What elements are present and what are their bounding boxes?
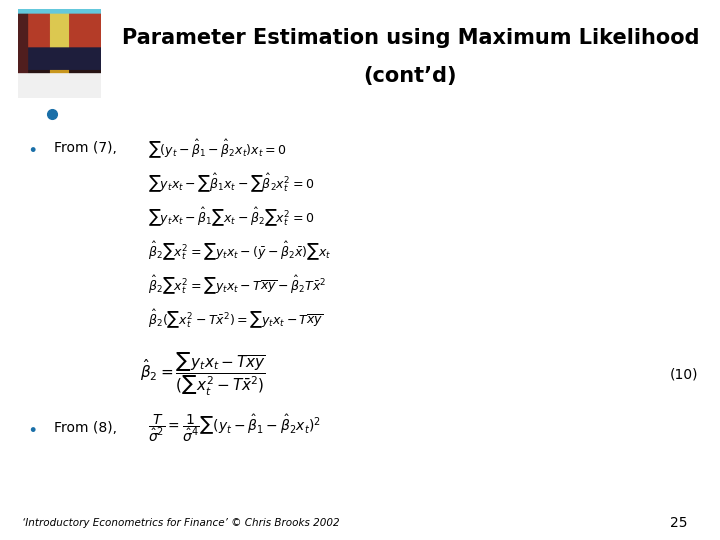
Text: $\sum y_t x_t - \hat{\beta}_1 \sum x_t - \hat{\beta}_2 \sum x_t^2 = 0$: $\sum y_t x_t - \hat{\beta}_1 \sum x_t -… (148, 205, 314, 228)
Text: $\hat{\beta}_2 \sum x_t^2 = \sum y_t x_t - T\overline{xy} - \hat{\beta}_2 T\bar{: $\hat{\beta}_2 \sum x_t^2 = \sum y_t x_t… (148, 273, 326, 296)
Text: $\dfrac{T}{\hat{\sigma}^2} = \dfrac{1}{\hat{\sigma}^4}\sum(y_t - \hat{\beta}_1 -: $\dfrac{T}{\hat{\sigma}^2} = \dfrac{1}{\… (148, 413, 320, 444)
Text: $\hat{\beta}_2 = \dfrac{\sum y_t x_t - T\overline{xy}}{(\sum x_t^2 - T\bar{x}^2): $\hat{\beta}_2 = \dfrac{\sum y_t x_t - T… (140, 350, 266, 398)
Text: $\sum(y_t - \hat{\beta}_1 - \hat{\beta}_2 x_t)x_t = 0$: $\sum(y_t - \hat{\beta}_1 - \hat{\beta}_… (148, 137, 286, 160)
Text: $\bullet$: $\bullet$ (27, 139, 37, 158)
Text: 25: 25 (670, 516, 687, 530)
Text: From (7),: From (7), (54, 141, 117, 156)
Text: ‘Introductory Econometrics for Finance’ © Chris Brooks 2002: ‘Introductory Econometrics for Finance’ … (22, 518, 339, 528)
Text: $\hat{\beta}_2 \sum x_t^2 = \sum y_t x_t - (\bar{y} - \hat{\beta}_2 \bar{x})\sum: $\hat{\beta}_2 \sum x_t^2 = \sum y_t x_t… (148, 239, 331, 262)
Text: From (8),: From (8), (54, 421, 117, 435)
Text: (cont’d): (cont’d) (364, 66, 457, 86)
Text: $\sum y_t x_t - \sum \hat{\beta}_1 x_t - \sum \hat{\beta}_2 x_t^2 = 0$: $\sum y_t x_t - \sum \hat{\beta}_1 x_t -… (148, 171, 314, 194)
Text: $\hat{\beta}_2(\sum x_t^2 - T\bar{x}^2) = \sum y_t x_t - T\overline{xy}$: $\hat{\beta}_2(\sum x_t^2 - T\bar{x}^2) … (148, 307, 323, 330)
Text: (10): (10) (670, 367, 698, 381)
Text: Parameter Estimation using Maximum Likelihood: Parameter Estimation using Maximum Likel… (122, 28, 699, 48)
Text: $\bullet$: $\bullet$ (27, 419, 37, 437)
